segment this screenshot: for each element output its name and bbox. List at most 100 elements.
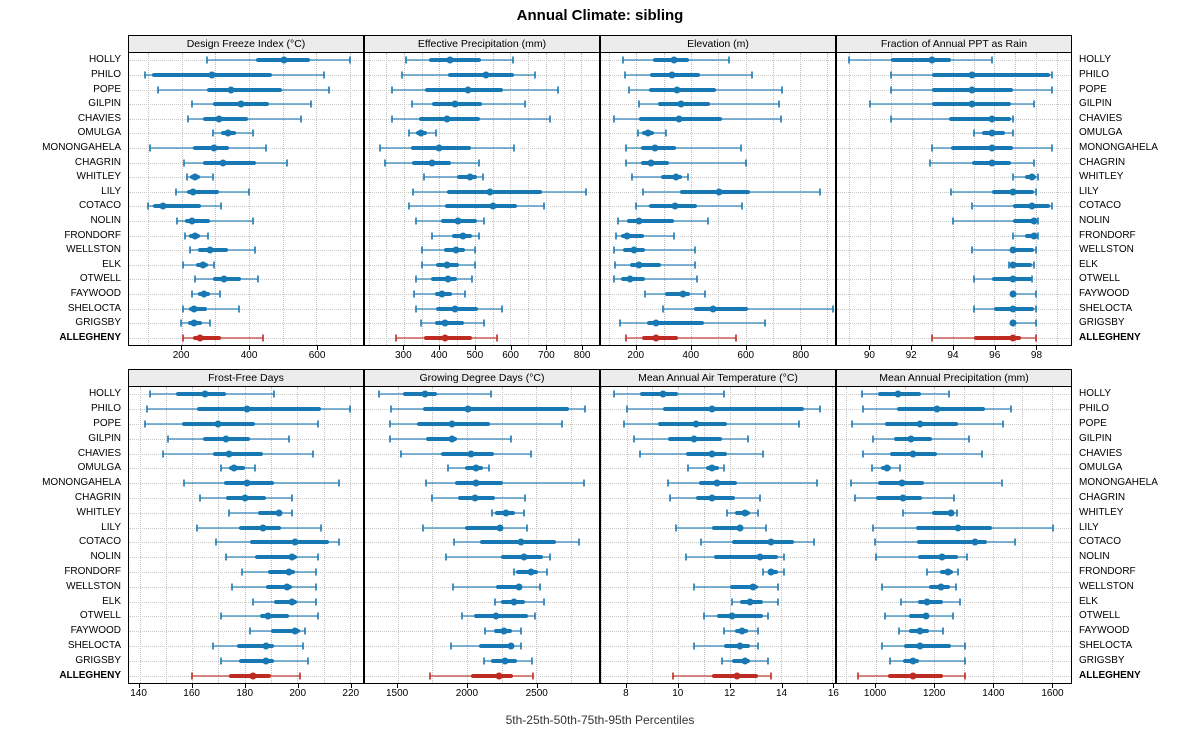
cap-5th — [972, 275, 975, 283]
cap-95th — [1051, 144, 1054, 152]
median-dot — [1009, 319, 1017, 327]
gridline — [474, 53, 476, 345]
cap-5th — [431, 494, 434, 502]
axis-tick — [403, 346, 405, 350]
median-dot — [283, 583, 291, 591]
median-dot — [928, 56, 936, 64]
cap-95th — [237, 305, 240, 312]
gridline — [870, 53, 872, 345]
axis-tick — [952, 346, 954, 350]
axis-tick-label: 2000 — [455, 688, 479, 699]
median-dot — [482, 71, 490, 79]
axis-tick-label: 98 — [1030, 350, 1043, 361]
cap-95th — [764, 524, 767, 532]
cap-5th — [613, 246, 616, 254]
axis-tick — [249, 346, 251, 350]
row-guide — [601, 250, 835, 252]
box-25-75 — [657, 422, 727, 426]
cap-95th — [739, 144, 742, 152]
median-dot — [668, 71, 676, 79]
x-axis: 90 92 94 96 98 — [836, 346, 1072, 362]
axis-tick — [297, 684, 299, 688]
cap-5th — [424, 479, 427, 487]
cap-5th — [684, 553, 687, 561]
cap-5th — [672, 672, 674, 680]
box-25-75 — [875, 496, 922, 500]
cap-5th — [446, 464, 449, 472]
cap-95th — [471, 275, 474, 283]
box-25-75 — [423, 407, 570, 412]
cap-5th — [889, 71, 892, 79]
site-label-shelocta: SHELOCTA — [67, 302, 121, 314]
median-dot — [971, 538, 979, 546]
cap-5th — [181, 261, 184, 269]
site-label-cotaco: COTACO — [78, 200, 121, 212]
row-guide — [129, 601, 363, 603]
cap-5th — [430, 232, 433, 239]
box-25-75 — [1010, 248, 1034, 253]
gridline — [934, 387, 936, 683]
box-25-75 — [447, 72, 514, 77]
cap-5th — [191, 290, 194, 298]
box-25-75 — [904, 644, 952, 648]
cap-5th — [419, 319, 422, 327]
median-dot — [767, 538, 775, 546]
panel-strip: Mean Annual Precipitation (mm) — [836, 369, 1072, 387]
gridline — [718, 53, 720, 345]
row-guide — [837, 235, 1071, 237]
median-dot — [215, 115, 223, 123]
cap-95th — [511, 56, 514, 64]
gridline — [678, 387, 680, 683]
median-dot — [243, 405, 251, 413]
median-dot — [1009, 246, 1017, 254]
gridline — [703, 387, 705, 683]
cap-95th — [286, 159, 289, 166]
box-25-75 — [152, 204, 202, 209]
axis-tick — [869, 346, 871, 350]
whisker-5-95 — [882, 585, 957, 588]
median-dot — [736, 524, 744, 532]
cap-95th — [257, 275, 260, 283]
axis-tick — [781, 684, 783, 688]
median-dot — [417, 129, 425, 137]
site-label-elk: ELK — [102, 595, 121, 607]
row-guide — [601, 293, 835, 295]
median-dot — [441, 334, 449, 342]
box-25-75 — [908, 614, 930, 619]
cap-5th — [854, 494, 857, 502]
cap-95th — [481, 173, 484, 181]
median-dot — [288, 598, 296, 606]
cap-95th — [942, 627, 945, 635]
median-dot — [708, 464, 716, 472]
cap-5th — [631, 173, 634, 181]
cap-95th — [723, 464, 726, 472]
cap-5th — [394, 334, 397, 342]
cap-5th — [196, 524, 199, 532]
row-guide — [365, 631, 599, 633]
cap-95th — [319, 524, 322, 532]
cap-95th — [288, 435, 291, 443]
cap-5th — [179, 319, 182, 327]
cap-5th — [411, 188, 414, 196]
gridline — [323, 387, 325, 683]
median-dot — [446, 56, 454, 64]
site-label-cotaco: COTACO — [1079, 536, 1122, 548]
site-label-otwell: OTWELL — [1079, 273, 1121, 285]
cap-5th — [186, 173, 189, 181]
gridline — [297, 387, 299, 683]
axis-tick-label: 1500 — [385, 688, 409, 699]
site-label-pope: POPE — [1079, 83, 1107, 95]
cap-5th — [861, 390, 864, 398]
box-25-75 — [640, 145, 676, 150]
cap-5th — [862, 450, 865, 458]
gridline — [691, 53, 692, 345]
median-dot — [988, 144, 996, 152]
median-dot — [191, 173, 199, 181]
panel-strip: Effective Precipitation (mm) — [364, 35, 600, 53]
site-label-lily: LILY — [101, 521, 121, 533]
cap-95th — [304, 627, 307, 635]
box-25-75 — [471, 673, 513, 678]
cap-95th — [218, 290, 221, 298]
cap-5th — [761, 568, 764, 576]
